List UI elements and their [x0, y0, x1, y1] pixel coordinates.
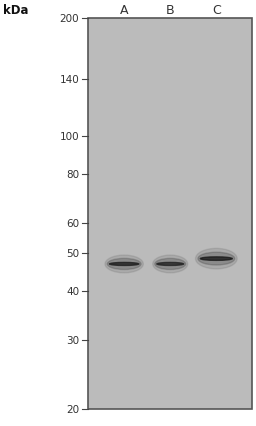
- Text: 40: 40: [66, 287, 79, 296]
- Ellipse shape: [157, 263, 184, 266]
- Ellipse shape: [155, 259, 186, 270]
- Ellipse shape: [153, 256, 188, 273]
- Ellipse shape: [105, 256, 143, 273]
- Ellipse shape: [107, 259, 141, 270]
- Text: A: A: [120, 4, 129, 17]
- Ellipse shape: [110, 263, 139, 266]
- Text: 100: 100: [60, 132, 79, 141]
- Ellipse shape: [198, 253, 235, 265]
- Text: B: B: [166, 4, 175, 17]
- Text: 200: 200: [60, 14, 79, 24]
- Text: 50: 50: [66, 249, 79, 259]
- Ellipse shape: [200, 257, 232, 261]
- Text: 140: 140: [60, 75, 79, 84]
- Text: 80: 80: [66, 169, 79, 179]
- Text: 30: 30: [66, 335, 79, 345]
- Text: 60: 60: [66, 218, 79, 228]
- Bar: [88, 19, 252, 409]
- Text: kDa: kDa: [3, 4, 28, 17]
- Text: C: C: [212, 4, 221, 17]
- Ellipse shape: [196, 249, 237, 269]
- Text: 20: 20: [66, 404, 79, 414]
